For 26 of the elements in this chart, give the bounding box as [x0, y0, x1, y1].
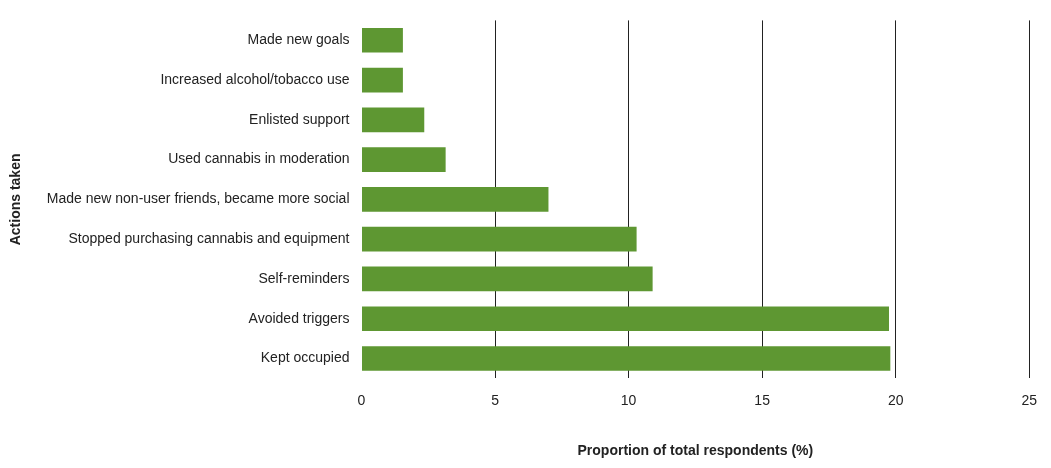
x-tick-label: 15 [754, 391, 771, 408]
bar [362, 226, 637, 252]
bar [362, 306, 889, 332]
bar [362, 346, 891, 371]
y-tick-label: Enlisted support [249, 110, 350, 127]
y-tick-label: Stopped purchasing cannabis and equipment [68, 230, 350, 247]
bar [362, 187, 549, 212]
bar [362, 67, 403, 93]
y-tick-label: Avoided triggers [248, 309, 350, 326]
bar [362, 266, 653, 292]
x-tick-label: 0 [357, 391, 366, 408]
y-tick-label: Made new non-user friends, became more social [46, 190, 350, 207]
y-tick-label: Self-reminders [258, 269, 350, 286]
bar [362, 147, 446, 172]
y-tick-label: Used cannabis in moderation [168, 150, 350, 167]
y-tick-label: Made new goals [247, 31, 350, 48]
y-tick-label: Kept occupied [260, 349, 350, 366]
y-tick-label: Increased alcohol/tobacco use [160, 70, 350, 87]
x-tick-label: 20 [887, 391, 904, 408]
x-axis-title: Proportion of total respondents (%) [577, 442, 814, 459]
x-tick-label: 5 [491, 391, 500, 408]
bar [362, 107, 425, 133]
bar [362, 27, 403, 53]
y-axis-title: Actions taken [7, 153, 24, 246]
x-tick-label: 10 [620, 391, 637, 408]
x-tick-label: 25 [1021, 391, 1038, 408]
